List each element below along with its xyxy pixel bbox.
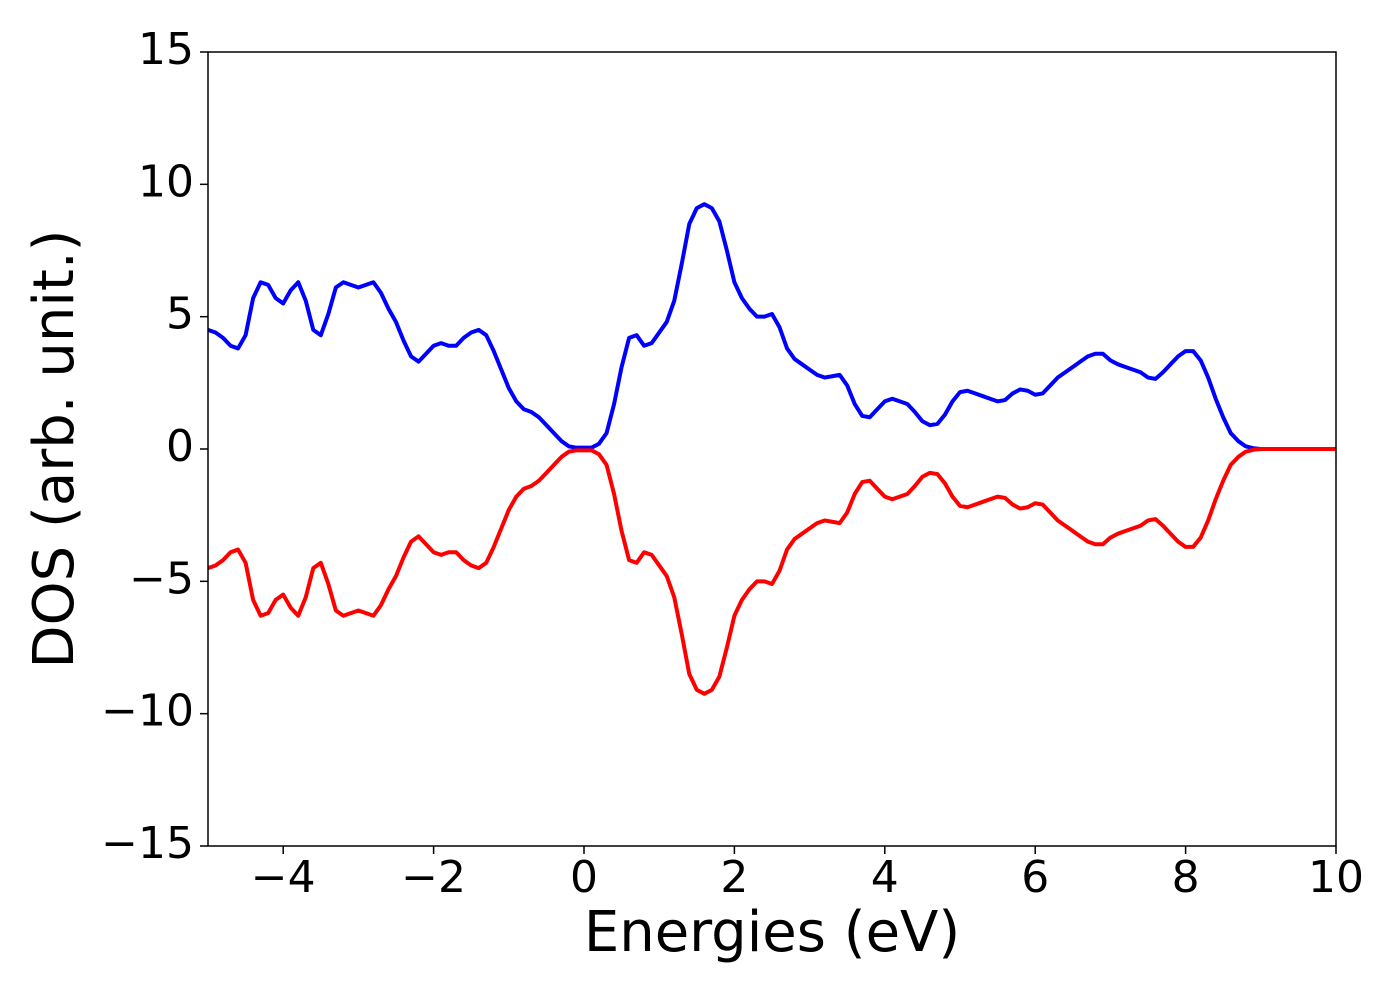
data-line — [207, 202, 1336, 451]
data-line — [207, 447, 1336, 696]
x-tick-label: 10 — [1308, 852, 1364, 903]
x-tick-label: −4 — [251, 852, 316, 903]
x-tick-label: 2 — [720, 852, 748, 903]
x-tick-label: 6 — [1021, 852, 1049, 903]
y-tick-label: −10 — [101, 686, 194, 737]
x-tick-label: −2 — [401, 852, 466, 903]
y-tick-label: 10 — [138, 156, 194, 207]
plot-frame — [207, 51, 1337, 847]
y-tick-label: 5 — [166, 289, 194, 340]
y-tick-label: 15 — [138, 24, 194, 75]
x-tick-label: 0 — [570, 852, 598, 903]
x-axis-label: Energies (eV) — [584, 900, 960, 965]
x-tick-label: 4 — [871, 852, 899, 903]
y-tick-label: 0 — [166, 421, 194, 472]
y-axis-label: DOS (arb. unit.) — [22, 229, 87, 668]
y-tick-label: −5 — [129, 553, 194, 604]
y-tick-label: −15 — [101, 818, 194, 869]
x-tick-label: 8 — [1172, 852, 1200, 903]
